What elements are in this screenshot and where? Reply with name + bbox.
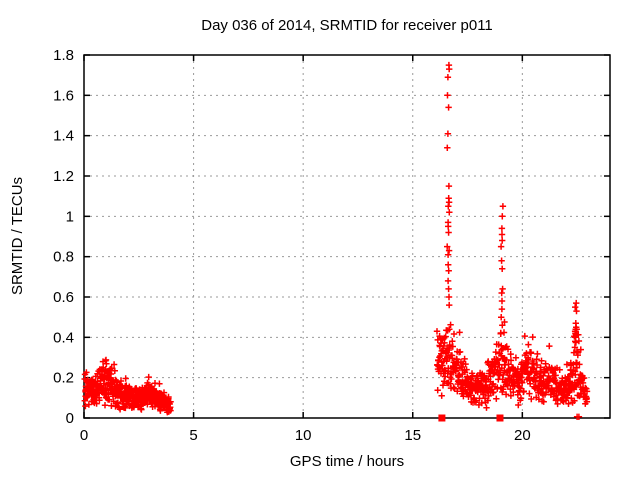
plot-frame (83, 54, 611, 419)
zero-square-marker (438, 414, 446, 422)
chart-title: Day 036 of 2014, SRMTID for receiver p01… (201, 17, 493, 34)
y-tick-label: 0.4 (53, 329, 74, 346)
y-tick-label: 0.6 (53, 289, 74, 306)
x-tick-label: 20 (514, 427, 531, 444)
x-tick-label: 15 (404, 427, 421, 444)
y-tick-label: 1.8 (53, 47, 74, 64)
axis-ticks (83, 54, 610, 419)
y-tick-label: 1 (66, 208, 74, 225)
y-tick-label: 1.4 (53, 128, 74, 145)
y-tick-label: 1.6 (53, 87, 74, 104)
y-tick-label: 0.2 (53, 370, 74, 387)
x-tick-label: 10 (295, 427, 312, 444)
y-tick-label: 1.2 (53, 168, 74, 185)
scatter-markers (81, 61, 591, 420)
x-tick-label: 0 (80, 427, 88, 444)
data-points (81, 61, 591, 422)
y-tick-label: 0.8 (53, 249, 74, 266)
x-axis-label: GPS time / hours (290, 453, 404, 470)
tick-labels: 0 5 10 15 20 0 0.2 0.4 0.6 0.8 1 1.2 1.4 1.6 1.8 (53, 47, 531, 444)
y-axis-label: SRMTID / TECUs (9, 177, 26, 295)
zero-square-marker (496, 414, 504, 422)
x-tick-label: 5 (189, 427, 197, 444)
gridlines (84, 55, 610, 418)
y-tick-label: 0 (66, 410, 74, 427)
